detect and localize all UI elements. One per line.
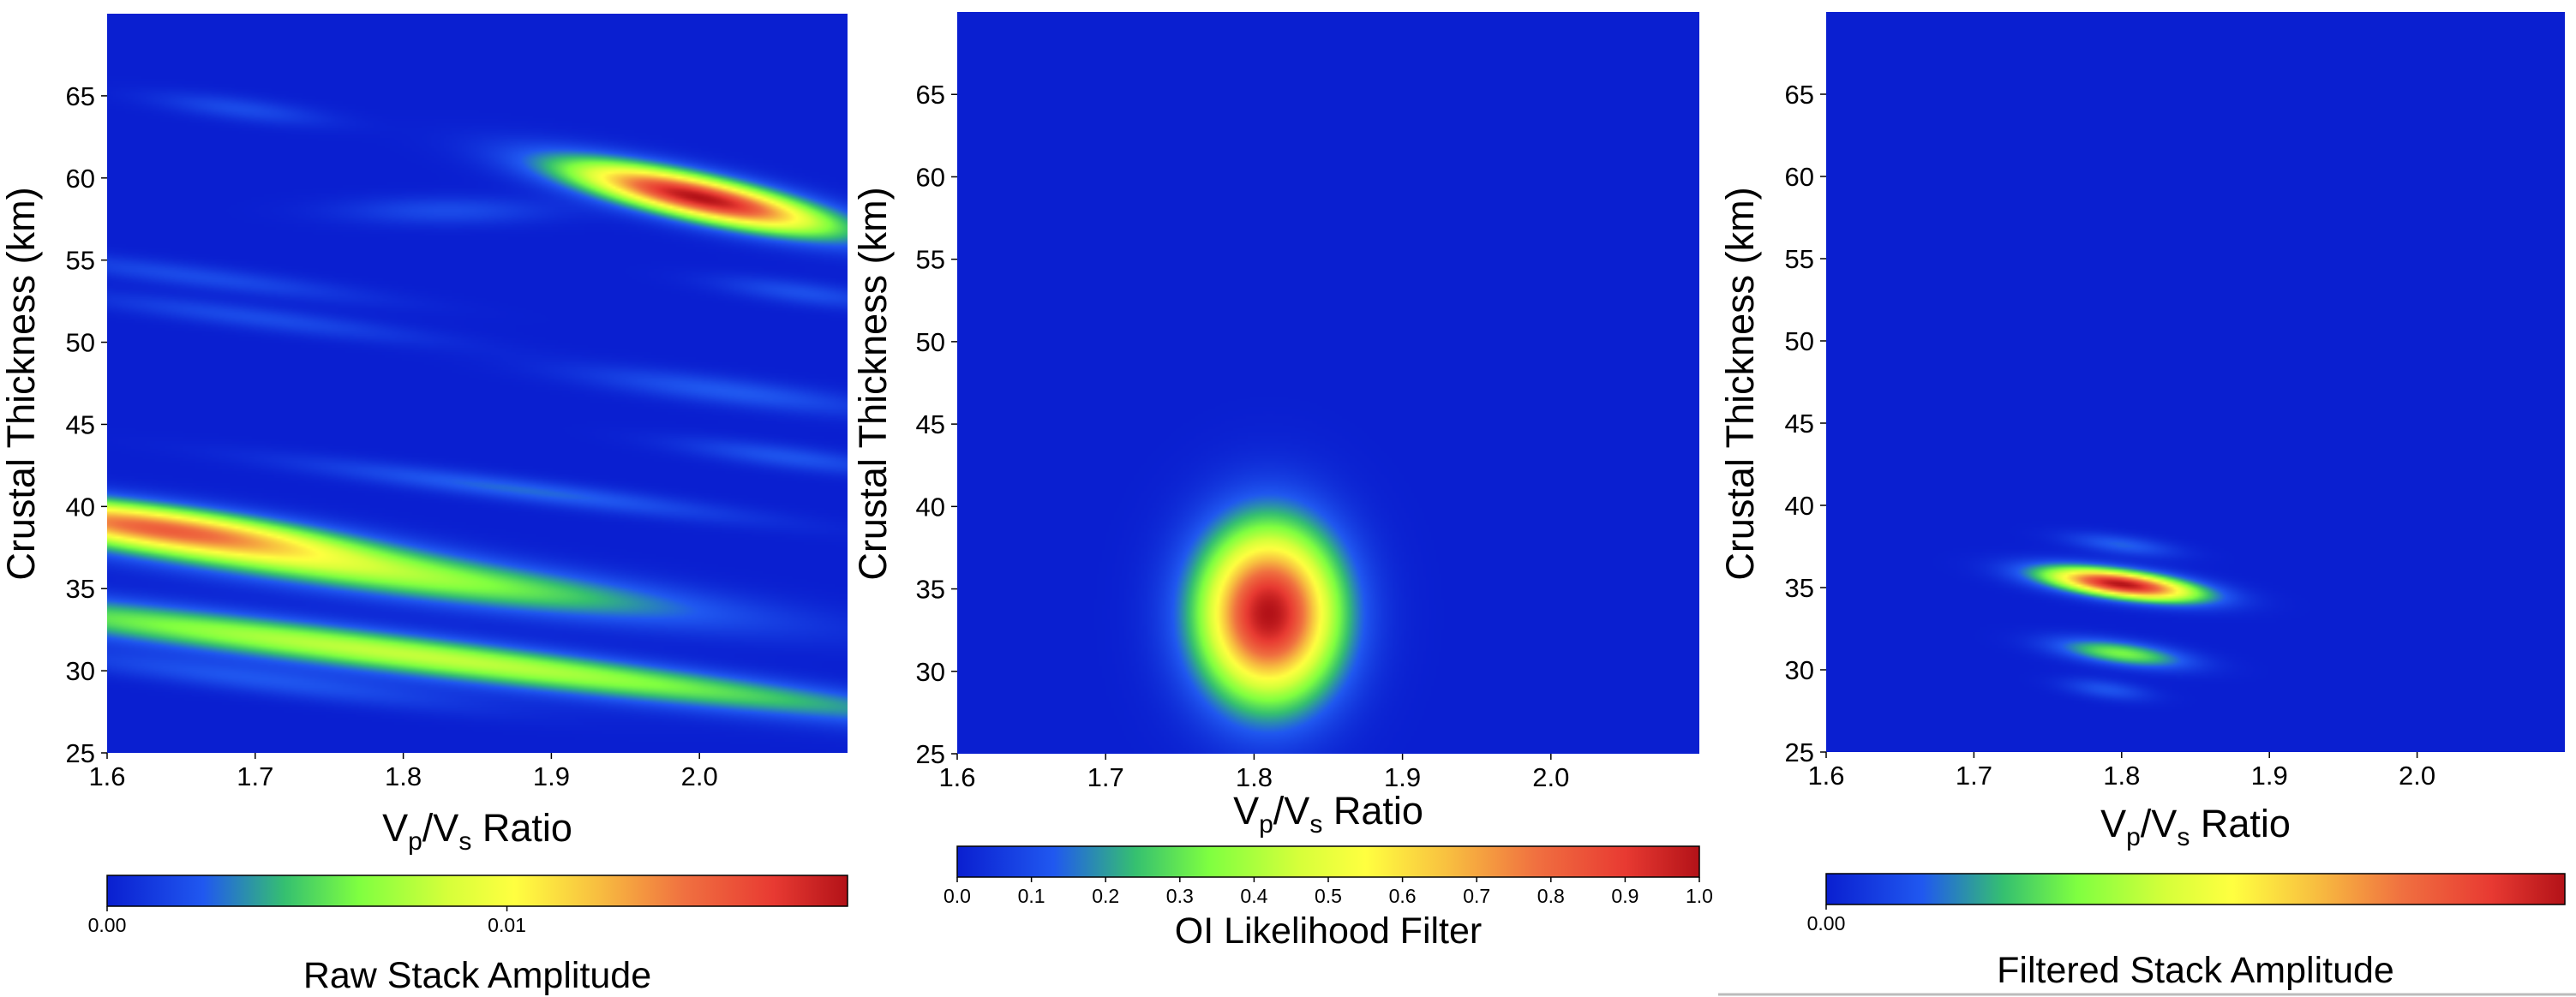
x-tick-label: 1.8 [385, 761, 422, 791]
x-tick-label: 2.0 [681, 761, 718, 791]
colorbar-oi [956, 845, 1700, 878]
y-tick-label: 30 [1785, 655, 1814, 685]
y-tick-label: 30 [916, 657, 945, 687]
colorbar-title: Raw Stack Amplitude [303, 955, 651, 996]
y-tick-label: 55 [66, 246, 95, 276]
colorbar-tick-label: 0.01 [488, 914, 526, 936]
y-ticks-oi: 25 30 35 40 45 50 55 60 65 [916, 80, 957, 769]
y-tick-label: 50 [66, 328, 95, 358]
x-tick-label: 1.8 [2103, 761, 2140, 791]
x-tick-label: 1.6 [88, 761, 125, 791]
colorbar-tick-label: 0.3 [1166, 885, 1194, 907]
colorbar-filtered [1825, 873, 2566, 905]
panel-filtered-stack: 1.6 1.7 1.8 1.9 2.0 25 30 35 40 45 50 55 60 65 Crust… [1718, 12, 2566, 991]
colorbar-title: Filtered Stack Amplitude [1997, 950, 2394, 991]
x-tick-label: 1.7 [1956, 761, 1992, 791]
y-tick-label: 50 [916, 327, 945, 357]
y-tick-label: 40 [916, 492, 945, 522]
y-tick-label: 25 [1785, 737, 1814, 767]
y-tick-label: 55 [1785, 244, 1814, 274]
x-axis-label: Vp/Vs Ratio [1233, 789, 1423, 839]
colorbar-tick-label: 0.7 [1463, 885, 1490, 907]
colorbar-ticks-oi: 0.0 0.1 0.2 0.3 0.4 0.5 0.6 0.7 0.8 0.9 1.0 [944, 877, 1713, 907]
x-ticks-oi: 1.6 1.7 1.8 1.9 2.0 [938, 754, 1569, 792]
y-tick-label: 25 [916, 739, 945, 769]
y-tick-label: 45 [66, 409, 95, 439]
x-tick-label: 1.9 [533, 761, 570, 791]
y-tick-label: 60 [66, 164, 95, 194]
colorbar-tick-label: 0.4 [1240, 885, 1267, 907]
x-tick-label: 1.9 [1384, 762, 1421, 792]
x-ticks-filtered: 1.6 1.7 1.8 1.9 2.0 [1807, 752, 2435, 791]
colorbar-tick-label: 0.00 [88, 914, 127, 936]
colorbar-tick-label: 0.6 [1389, 885, 1417, 907]
y-tick-label: 40 [66, 492, 95, 522]
x-axis-label: Vp/Vs Ratio [382, 806, 572, 856]
y-tick-label: 60 [1785, 162, 1814, 192]
y-ticks-filtered: 25 30 35 40 45 50 55 60 65 [1785, 80, 1826, 767]
colorbar-tick-label: 0.2 [1092, 885, 1119, 907]
y-tick-label: 40 [1785, 491, 1814, 521]
heatmap-raw-stack [107, 14, 848, 753]
y-axis-label: Crustal Thickness (km) [851, 187, 895, 580]
y-tick-label: 60 [916, 162, 945, 192]
y-ticks-raw: 25 30 35 40 45 50 55 60 65 [66, 81, 107, 768]
y-tick-label: 65 [66, 81, 95, 111]
heatmap-filtered-stack [1826, 12, 2565, 752]
y-tick-label: 35 [916, 575, 945, 605]
x-tick-label: 1.7 [237, 761, 273, 791]
y-tick-label: 35 [66, 574, 95, 604]
y-axis-label: Crustal Thickness (km) [1718, 187, 1762, 580]
colorbar-tick-label: 0.9 [1611, 885, 1638, 907]
y-tick-label: 65 [916, 80, 945, 110]
colorbar-tick-label: 0.5 [1315, 885, 1342, 907]
colorbar-tick-label: 1.0 [1686, 885, 1713, 907]
colorbar-tick-label: 0.0 [944, 885, 971, 907]
colorbar-tick-label: 0.8 [1537, 885, 1565, 907]
y-tick-label: 50 [1785, 326, 1814, 356]
heatmap-oi-likelihood [957, 12, 1699, 754]
x-tick-label: 2.0 [1532, 762, 1569, 792]
x-tick-label: 1.9 [2251, 761, 2288, 791]
y-axis-label: Crustal Thickness (km) [0, 187, 43, 580]
x-tick-label: 1.6 [1807, 761, 1844, 791]
colorbar-ticks-raw: 0.00 0.01 [88, 906, 526, 936]
raw-stack-image [107, 14, 848, 753]
y-tick-label: 55 [916, 245, 945, 275]
x-tick-label: 2.0 [2399, 761, 2435, 791]
panel-oi-likelihood: 1.6 1.7 1.8 1.9 2.0 25 30 35 40 45 50 55 60 65 Crust… [851, 12, 1713, 952]
colorbar-ticks-filtered: 0.00 [1807, 904, 1846, 934]
oi-likelihood-image [957, 12, 1699, 754]
x-tick-label: 1.6 [938, 762, 975, 792]
y-tick-label: 65 [1785, 80, 1814, 110]
panel-raw-stack: 1.6 1.7 1.8 1.9 2.0 25 30 35 40 45 50 55 60 65 Crust… [0, 14, 848, 996]
x-tick-label: 1.8 [1236, 762, 1273, 792]
y-tick-label: 45 [916, 409, 945, 439]
colorbar-tick-label: 0.00 [1807, 912, 1846, 934]
y-tick-label: 35 [1785, 573, 1814, 603]
y-tick-label: 45 [1785, 409, 1814, 439]
x-tick-label: 1.7 [1087, 762, 1124, 792]
x-axis-label: Vp/Vs Ratio [2100, 802, 2291, 851]
filtered-stack-image [1826, 12, 2565, 752]
colorbar-raw [106, 875, 848, 907]
colorbar-tick-label: 0.1 [1018, 885, 1045, 907]
y-tick-label: 30 [66, 656, 95, 686]
colorbar-title: OI Likelihood Filter [1175, 910, 1483, 952]
x-ticks-raw: 1.6 1.7 1.8 1.9 2.0 [88, 753, 718, 791]
y-tick-label: 25 [66, 738, 95, 768]
